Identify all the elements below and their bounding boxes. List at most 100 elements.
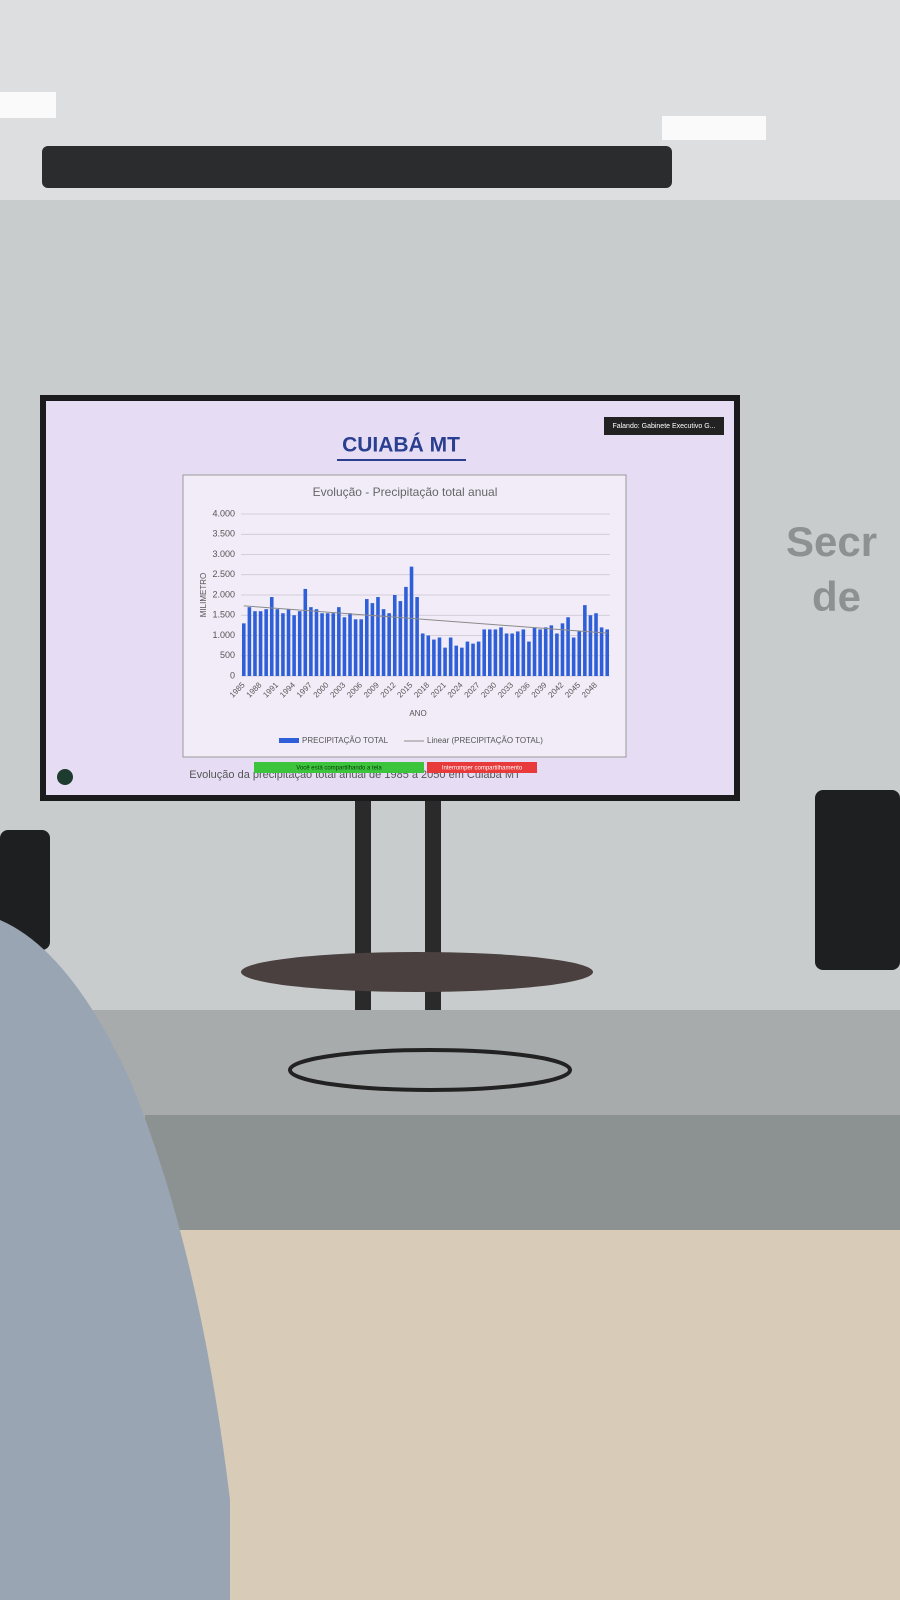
bar [381,609,386,676]
y-axis-label: MILIMETRO [199,573,208,617]
bar [443,647,447,676]
bar [476,641,481,676]
bar [275,609,280,676]
bar [432,639,436,676]
y-tick-label: 0 [230,670,235,680]
bar [370,603,375,676]
bar [297,611,302,676]
bar [532,627,537,676]
bar [471,643,475,676]
stage [0,1010,900,1120]
speaker-label: Falando: Gabinete Executivo G... [612,423,715,430]
chart-title: Evolução - Precipitação total anual [313,485,498,499]
bar [555,633,559,676]
bar [415,597,419,676]
wall-sign: Secr [786,518,877,565]
bar [543,627,548,676]
bar [515,631,520,676]
stand-base [288,1048,572,1092]
bar [404,586,408,676]
bar [499,627,503,676]
bar [253,611,257,676]
slide-title: CUIABÁ MT [342,434,460,457]
bar [286,609,291,676]
edit-icon [57,769,73,785]
bar [560,623,565,676]
person-shoulder [0,920,230,1600]
bar [420,633,425,676]
bar [549,625,554,676]
bar [348,613,352,676]
bar [365,599,369,676]
ceiling-light [0,92,56,118]
armchair [0,830,50,950]
bar [353,619,358,676]
armchair [815,790,900,970]
bar [426,635,431,676]
stop-sharing-button[interactable] [427,762,537,773]
bar [488,629,492,676]
bar [342,617,347,676]
bar [269,597,274,676]
bar [309,607,313,676]
bar [331,613,336,676]
bar [303,588,308,676]
bar [448,637,453,676]
wall-sign: de [812,573,861,620]
bar [398,601,403,676]
y-tick-label: 1.000 [212,630,235,640]
legend-label: PRECIPITAÇÃO TOTAL [302,736,389,745]
x-axis-label: ANO [409,709,426,718]
y-tick-label: 4.000 [212,508,235,518]
y-tick-label: 3.500 [212,529,235,539]
bar [599,627,604,676]
stop-sharing[interactable]: Interromper compartilhamento [442,766,523,772]
bar [538,629,542,676]
bar [588,615,593,676]
bar [387,613,391,676]
bar [460,647,464,676]
bar [482,629,486,676]
bar [504,633,509,676]
bar [493,629,498,676]
bar [465,641,470,676]
legend-swatch [279,738,299,743]
bar [264,609,268,676]
bar [583,605,587,676]
y-tick-label: 2.500 [212,569,235,579]
share-status: Você está compartilhando a tela [296,766,382,772]
bar [566,617,570,676]
y-tick-label: 500 [220,650,235,660]
table [241,952,593,992]
ceiling-light [662,116,766,140]
speaker-badge [604,417,724,435]
bar [571,637,576,676]
bar [359,619,363,676]
y-tick-label: 2.000 [212,589,235,599]
bar [247,607,252,676]
bar [337,607,341,676]
share-status-bar [254,762,424,773]
bar [594,613,598,676]
bar [258,611,263,676]
bar [437,637,442,676]
bar [392,595,397,676]
bar [605,629,609,676]
bar [510,633,514,676]
projector-screen-case [42,146,672,188]
bar [521,629,526,676]
y-tick-label: 3.000 [212,549,235,559]
y-tick-label: 1.500 [212,610,235,620]
bar [376,597,380,676]
bar [409,566,414,676]
stage-front [145,1115,900,1230]
bar [454,645,459,676]
trend-line [243,605,608,634]
bar [320,613,324,676]
bar [527,641,531,676]
bar [325,613,330,676]
bar [242,623,246,676]
bar [314,609,319,676]
